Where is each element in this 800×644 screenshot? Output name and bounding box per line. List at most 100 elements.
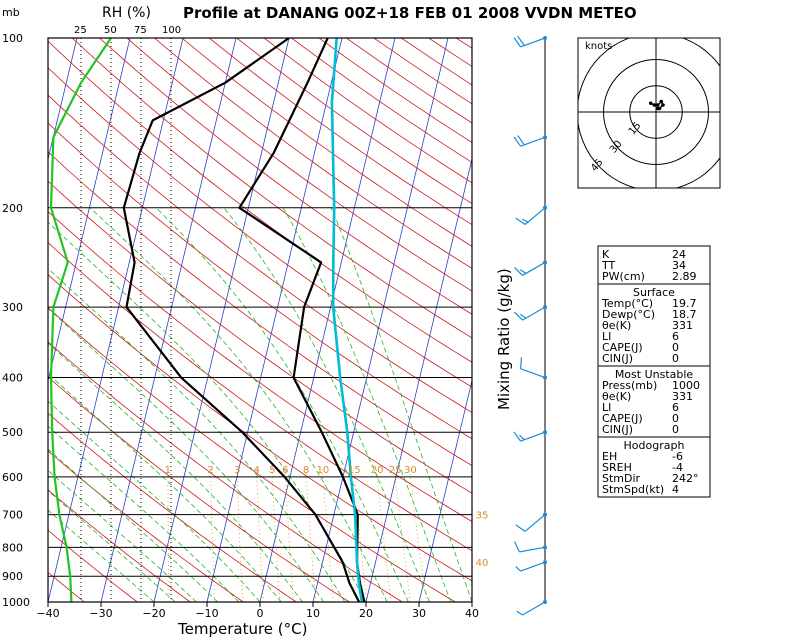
temperature-line [239,38,364,602]
theta-e-label: 40 [476,558,489,569]
mixing-ratio-label: 3 [234,465,240,476]
pressure-tick-label: 900 [2,570,23,583]
index-value: 2.89 [672,270,697,283]
dry-adiabat-line [0,38,508,602]
hodograph-point [649,101,653,105]
x-tick-label: 30 [412,607,426,620]
mixing-ratio-line [168,469,170,602]
pressure-unit-label: mb [2,6,20,19]
wind-barb-feather [516,566,521,571]
moist-adiabat-line [0,208,239,602]
wind-barb-feather [516,525,525,531]
pressure-tick-label: 600 [2,471,23,484]
pressure-tick-label: 500 [2,426,23,439]
wind-barb-feather [521,357,522,368]
moist-adiabat-line [0,208,218,602]
mixing-ratio-label: 2 [207,465,213,476]
mixing-ratio-label: 25 [389,465,402,476]
theta-e-label: 35 [476,511,489,522]
wind-barb-feather [519,435,524,440]
wind-barb-staff [525,515,545,532]
wind-barb-feather [516,218,525,224]
dry-adiabat-line [0,38,190,602]
rh-tick-100: 100 [162,25,181,36]
moist-adiabat-line [331,208,472,602]
rh-tick-25: 25 [74,25,87,36]
hodograph-units: knots [585,41,612,52]
wind-barb-feather [520,314,526,318]
mixing-ratio-label: 10 [317,465,330,476]
index-label: CIN(J) [602,352,633,365]
mixing-ratio-line [256,469,263,602]
x-tick-label: −30 [89,607,112,620]
wind-barb-feather [517,611,523,615]
pressure-tick-label: 800 [2,541,23,554]
x-tick-label: 40 [465,607,479,620]
wind-barb-feather [514,432,521,441]
index-value: 0 [672,423,679,436]
mixing-ratio-label: 15 [348,465,361,476]
wind-barb-feather [515,542,520,552]
moist-adiabat-line [0,208,175,602]
index-label: CIN(J) [602,423,633,436]
wind-barb-feather [514,312,522,320]
pressure-tick-label: 1000 [2,596,30,609]
pressure-tick-label: 100 [2,32,23,45]
wind-barb-feather [522,219,528,222]
pressure-tick-label: 200 [2,202,23,215]
mixing-ratio-label: 1 [165,465,171,476]
wind-barb-staff [519,547,545,552]
hodograph-point [656,103,660,107]
wind-barb-feather [520,270,526,274]
hodograph-point [659,100,663,104]
wind-barb-staff [522,602,545,615]
mixing-ratio-line [376,469,391,602]
wind-barb-staff [521,369,545,378]
moist-adiabat-line [0,208,302,602]
index-value: 0 [672,352,679,365]
dry-adiabat-line [292,38,800,602]
hodograph-point [661,103,665,107]
mixing-ratio-label: 4 [254,465,260,476]
isotherm-line [154,38,289,602]
mixing-ratio-label: 5 [269,465,275,476]
index-label: PW(cm) [602,270,645,283]
mixing-ratio-label: 6 [282,465,288,476]
x-tick-label: 10 [306,607,320,620]
dewpoint-line [124,38,359,602]
x-tick-label: −10 [195,607,218,620]
mixing-ratio-line [285,469,294,602]
index-value: 4 [672,483,679,496]
dry-adiabat-line [319,38,800,602]
wind-barbs [514,36,547,615]
index-label: StmSpd(kt) [602,483,664,496]
pressure-tick-label: 400 [2,372,23,385]
pressure-tick-label: 300 [2,301,23,314]
rh-tick-50: 50 [104,25,117,36]
chart-title: Profile at DANANG 00Z+18 FEB 01 2008 VVD… [183,4,637,22]
mixing-ratio-label: 8 [303,465,309,476]
dry-adiabat-line [346,38,800,602]
x-tick-label: −20 [142,607,165,620]
moist-adiabat-line [0,208,196,602]
x-tick-label: 20 [359,607,373,620]
rh-tick-75: 75 [134,25,147,36]
x-tick-label: 0 [257,607,264,620]
mixing-ratio-axis-label: Mixing Ratio (g/kg) [495,268,513,410]
rh-axis-label: RH (%) [102,5,151,21]
hodograph-point [656,107,660,111]
isotherm-line [48,38,183,602]
x-axis-label: Temperature (°C) [177,620,307,638]
x-tick-label: −40 [36,607,59,620]
mixing-ratio-line [306,469,316,602]
wind-barb-staff [521,562,545,571]
plot-series [51,38,364,602]
mixing-ratio-line [211,469,215,602]
mixing-ratio-label: 30 [404,465,417,476]
pressure-tick-label: 700 [2,509,23,522]
wind-barb-feather [514,267,522,275]
